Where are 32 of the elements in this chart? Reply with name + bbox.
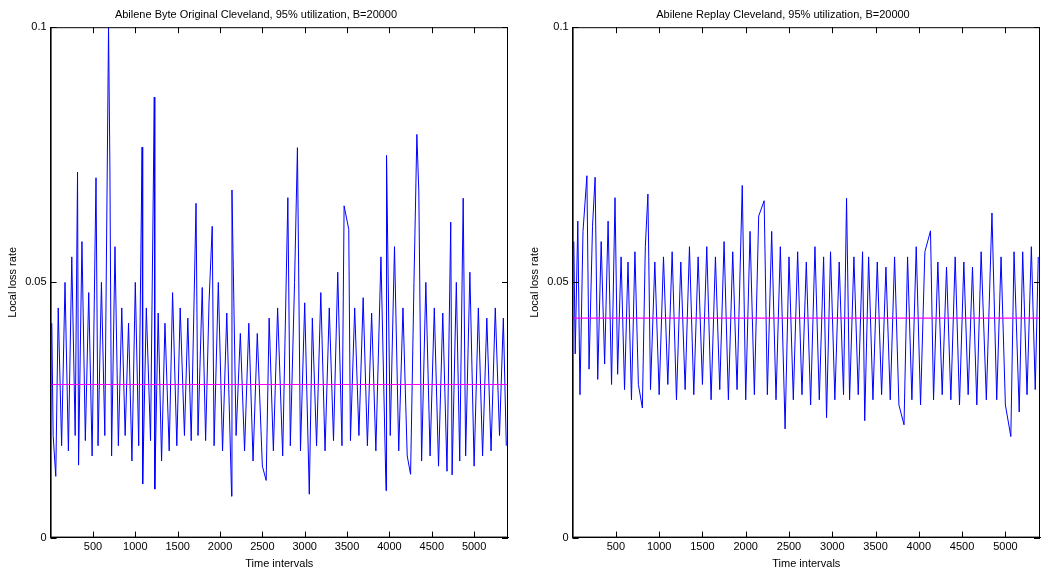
x-tick-label: 1500 (690, 540, 715, 553)
x-tick-label: 4500 (949, 540, 975, 553)
x-tick-label: 3000 (820, 540, 845, 553)
y-tick-label: 0 (562, 530, 569, 543)
x-tick-label: 500 (83, 540, 103, 553)
x-tick-label: 1000 (646, 540, 672, 553)
x-tick-label: 5000 (993, 540, 1018, 553)
x-tick-label: 4000 (377, 540, 402, 553)
x-tick-label: 500 (606, 540, 626, 553)
x-axis-title: Time intervals (245, 557, 314, 570)
y-tick-label: 0.05 (547, 275, 569, 288)
y-tick-label: 0.05 (25, 275, 47, 288)
x-tick-label: 3500 (863, 540, 888, 553)
x-tick-label: 3500 (334, 540, 360, 553)
x-tick-label: 2500 (250, 540, 275, 553)
x-tick-label: 2000 (733, 540, 758, 553)
y-axis-title: Local loss rate (5, 246, 18, 318)
x-tick-label: 5000 (461, 540, 487, 553)
y-tick-label: 0.1 (553, 20, 569, 33)
y-tick-label: 0.1 (31, 20, 47, 33)
x-axis-title: Time intervals (772, 557, 841, 570)
x-tick-label: 4500 (419, 540, 445, 553)
chart-title: Abilene Replay Cleveland, 95% utilization, B=20000 (656, 7, 910, 20)
x-tick-label: 3000 (292, 540, 317, 553)
x-tick-label: 1500 (165, 540, 190, 553)
y-axis-title: Local loss rate (527, 246, 540, 318)
y-tick-label: 0 (40, 530, 47, 543)
chart-title: Abilene Byte Original Cleveland, 95% utilization, B=20000 (114, 7, 398, 20)
x-tick-label: 4000 (906, 540, 932, 553)
x-tick-label: 2000 (207, 540, 233, 553)
x-tick-label: 1000 (123, 540, 148, 553)
x-tick-label: 2500 (776, 540, 802, 553)
